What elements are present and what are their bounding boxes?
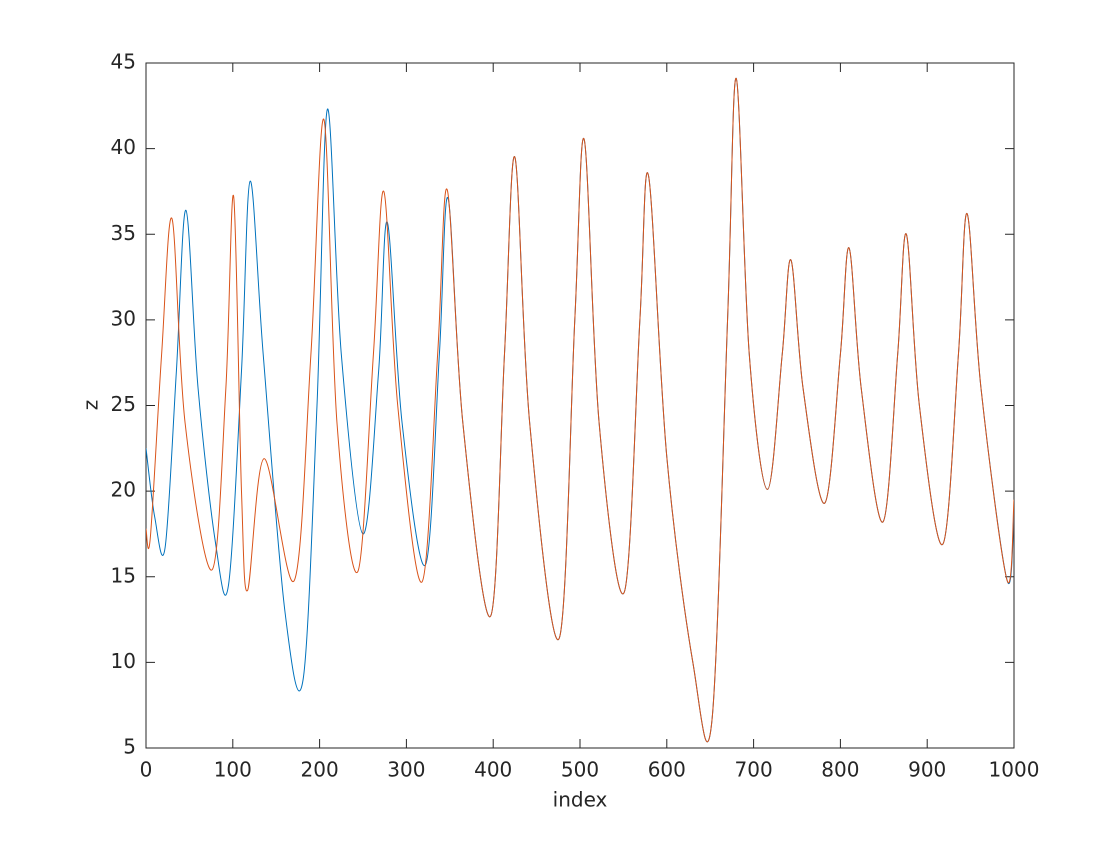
y-tick-label: 10 xyxy=(111,649,136,673)
y-tick-label: 30 xyxy=(111,306,136,330)
x-tick-label: 900 xyxy=(908,758,946,782)
x-tick-label: 1000 xyxy=(989,758,1040,782)
x-axis-label: index xyxy=(553,788,608,812)
x-tick-label: 800 xyxy=(821,758,859,782)
x-tick-label: 400 xyxy=(474,758,512,782)
plot-box xyxy=(145,62,1015,749)
x-tick-label: 200 xyxy=(301,758,339,782)
y-tick-label: 20 xyxy=(111,478,136,502)
x-tick-label: 0 xyxy=(140,758,153,782)
x-tick-label: 100 xyxy=(214,758,252,782)
y-tick-label: 5 xyxy=(123,735,136,759)
y-tick-label: 40 xyxy=(111,135,136,159)
y-tick-label: 15 xyxy=(111,563,136,587)
x-tick-label: 700 xyxy=(735,758,773,782)
x-tick-label: 500 xyxy=(561,758,599,782)
y-tick-label: 25 xyxy=(111,392,136,416)
y-axis-label: z xyxy=(79,400,103,411)
x-tick-label: 300 xyxy=(387,758,425,782)
series-line xyxy=(146,77,1014,743)
y-tick-label: 45 xyxy=(111,50,136,74)
y-tick-label: 35 xyxy=(111,221,136,245)
x-tick-label: 600 xyxy=(648,758,686,782)
